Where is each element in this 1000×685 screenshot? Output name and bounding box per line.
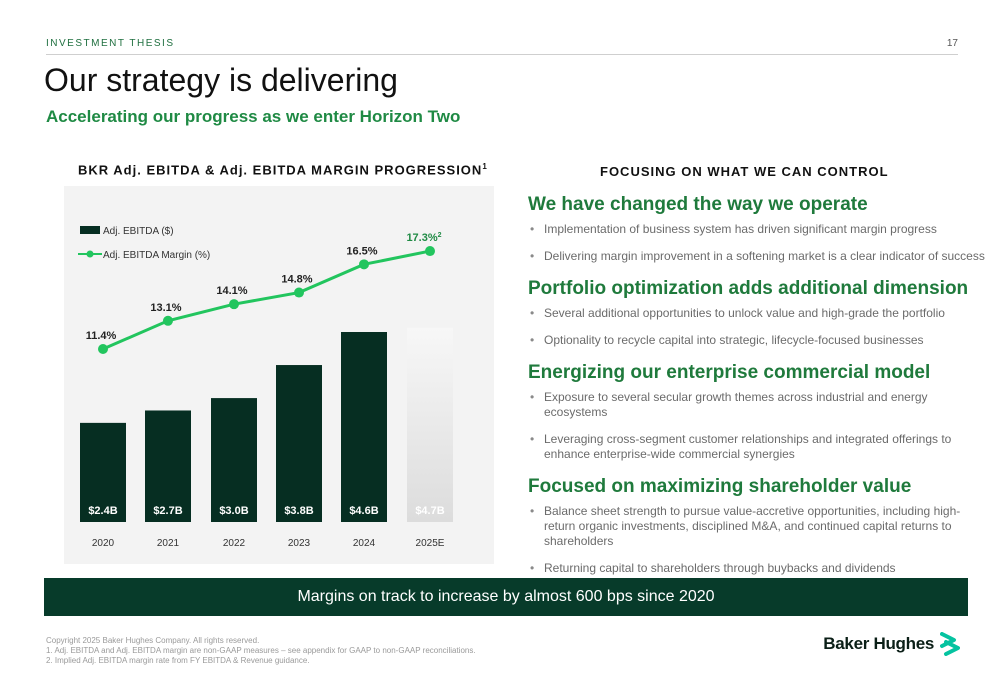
- pillar-operate: We have changed the way we operate Imple…: [528, 194, 988, 264]
- margin-value-label: 14.1%: [216, 285, 247, 297]
- x-tick-label: 2021: [157, 538, 180, 549]
- logo-text: Baker Hughes: [823, 634, 934, 653]
- margin-point: [229, 299, 239, 310]
- pillar-title: Portfolio optimization adds additional d…: [528, 278, 969, 299]
- page-title: Our strategy is delivering: [44, 62, 398, 98]
- bullet-item: Delivering margin improvement in a softe…: [530, 249, 988, 264]
- pillar-bullets: Several additional opportunities to unlo…: [528, 306, 988, 348]
- bullet-item: Several additional opportunities to unlo…: [530, 306, 988, 321]
- legend-line-marker: [86, 250, 94, 258]
- x-tick-label: 2020: [92, 538, 115, 549]
- pillar-bullets: Implementation of business system has dr…: [528, 222, 988, 264]
- footnote-2: 2. Implied Adj. EBITDA margin rate from …: [46, 656, 310, 665]
- legend-bar-swatch: [80, 226, 100, 234]
- margin-point: [359, 259, 369, 270]
- margin-point: [98, 344, 108, 354]
- chart-heading: BKR Adj. EBITDA & Adj. EBITDA MARGIN PRO…: [78, 162, 488, 177]
- bar-2020: [80, 422, 126, 522]
- bar-value-label: $4.7B: [415, 505, 444, 517]
- legend-label-margin: Adj. EBITDA Margin (%): [103, 250, 210, 261]
- legend-label-ebitda: Adj. EBITDA ($): [103, 226, 174, 237]
- bullet-item: Optionality to recycle capital into stra…: [530, 333, 988, 348]
- bar-series: $2.4B $2.7B $3.0B $3.8B $4.6B $4.7B: [80, 327, 453, 522]
- bar-2024: [341, 332, 387, 522]
- margin-value-label: 14.8%: [281, 274, 312, 286]
- ebitda-chart: Adj. EBITDA ($) Adj. EBITDA Margin (%) $2…: [78, 226, 453, 549]
- margin-line: [102, 249, 431, 351]
- summary-banner-text: Margins on track to increase by almost 6…: [297, 588, 715, 605]
- margin-value-label: 13.1%: [150, 302, 181, 314]
- pillar-portfolio: Portfolio optimization adds additional d…: [528, 278, 988, 348]
- bar-value-label: $2.7B: [153, 505, 182, 517]
- pillar-shareholder: Focused on maximizing shareholder value …: [528, 476, 988, 576]
- right-column-heading: FOCUSING ON WHAT WE CAN CONTROL: [600, 164, 889, 179]
- chart-panel: Adj. EBITDA ($) Adj. EBITDA Margin (%) $2…: [64, 186, 494, 564]
- margin-value-label: 17.3%2: [406, 232, 441, 244]
- bar-2025E: [407, 327, 453, 522]
- margin-value-label: 11.4%: [86, 330, 117, 342]
- pillar-title: Energizing our enterprise commercial mod…: [528, 362, 931, 383]
- company-logo: Baker Hughes: [823, 632, 960, 656]
- bar-value-label: $2.4B: [88, 505, 117, 517]
- pillar-bullets: Balance sheet strength to pursue value-a…: [528, 504, 988, 576]
- pillar-bullets: Exposure to several secular growth theme…: [528, 390, 988, 462]
- margin-point: [163, 315, 173, 326]
- bar-value-label: $4.6B: [349, 505, 378, 517]
- x-tick-label: 2023: [288, 538, 311, 549]
- margin-point: [294, 287, 304, 298]
- margin-label-footnote: 2: [438, 232, 442, 239]
- baker-hughes-chevron-icon: [940, 632, 960, 656]
- bullet-item: Leveraging cross-segment customer relati…: [530, 432, 988, 462]
- bar-value-label: $3.8B: [284, 505, 313, 517]
- bullet-item: Exposure to several secular growth theme…: [530, 390, 988, 420]
- chart-heading-footnote: 1: [482, 162, 488, 171]
- x-tick-label: 2022: [223, 538, 246, 549]
- bar-2021: [145, 410, 191, 522]
- footnote-1: 1. Adj. EBITDA and Adj. EBITDA margin ar…: [46, 646, 476, 655]
- bar-2022: [211, 398, 257, 522]
- pillar-commercial: Energizing our enterprise commercial mod…: [528, 362, 988, 462]
- margin-value-label: 16.5%: [346, 245, 377, 257]
- bar-2023: [276, 365, 322, 522]
- bar-value-label: $3.0B: [219, 505, 248, 517]
- chart-legend: Adj. EBITDA ($) Adj. EBITDA Margin (%): [78, 226, 210, 261]
- bullet-item: Returning capital to shareholders throug…: [530, 561, 988, 576]
- page-subtitle: Accelerating our progress as we enter Ho…: [46, 107, 461, 126]
- section-label: INVESTMENT THESIS: [46, 38, 175, 49]
- summary-banner: Margins on track to increase by almost 6…: [44, 578, 968, 616]
- x-tick-label: 2024: [353, 538, 376, 549]
- page-number: 17: [946, 38, 958, 49]
- header-divider: [46, 54, 958, 55]
- strategy-pillars: We have changed the way we operate Imple…: [528, 194, 988, 590]
- copyright-note: Copyright 2025 Baker Hughes Company. All…: [46, 636, 260, 645]
- x-tick-label: 2025E: [416, 538, 445, 549]
- pillar-title: We have changed the way we operate: [528, 194, 868, 215]
- pillar-title: Focused on maximizing shareholder value: [528, 476, 912, 497]
- bullet-item: Balance sheet strength to pursue value-a…: [530, 504, 988, 549]
- footnotes: Copyright 2025 Baker Hughes Company. All…: [46, 636, 476, 666]
- margin-point: [425, 246, 435, 257]
- margin-line-series: 11.4% 13.1% 14.1% 14.8% 16.5% 17.3%2: [86, 232, 442, 354]
- bullet-item: Implementation of business system has dr…: [530, 222, 988, 237]
- x-axis: 2020 2021 2022 2023 2024 2025E: [92, 538, 445, 549]
- chart-heading-text: BKR Adj. EBITDA & Adj. EBITDA MARGIN PRO…: [78, 162, 483, 178]
